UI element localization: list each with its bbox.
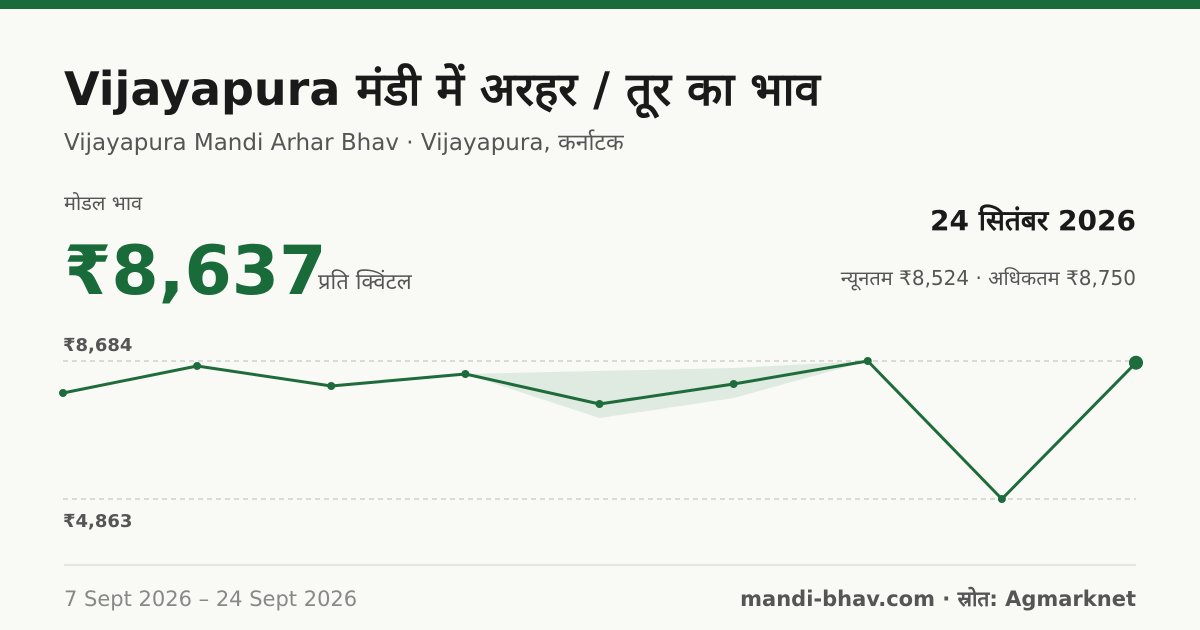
price-point: [193, 361, 202, 370]
subtitle: Vijayapura Mandi Arhar Bhav · Vijayapura…: [64, 129, 625, 156]
price-point: [595, 400, 604, 409]
price-point: [997, 495, 1006, 503]
price-point: [59, 388, 67, 397]
chart: ₹8,684 ₹4,863: [59, 335, 1143, 532]
footer-dates: 7 Sept 2026 – 24 Sept 2026: [64, 587, 357, 611]
y-tick-label: ₹8,684: [63, 335, 132, 356]
price-point: [729, 380, 738, 389]
price-range: न्यूनतम ₹8,524 · अधिकतम ₹8,750: [841, 266, 1136, 291]
top-bar: [0, 0, 1200, 9]
price-value: ₹8,637: [64, 232, 326, 311]
price-unit: प्रति क्विंटल: [318, 269, 413, 295]
y-tick-label: ₹4,863: [63, 511, 132, 532]
price-label: मोडल भाव: [64, 191, 143, 215]
price-point: [863, 357, 872, 365]
price-point: [461, 370, 470, 379]
price-date: 24 सितंबर 2026: [930, 204, 1136, 237]
price-point: [1129, 355, 1143, 370]
title: Vijayapura मंडी में अरहर / तूर का भाव: [64, 62, 822, 119]
range-band: [465, 361, 868, 418]
price-point: [327, 381, 336, 390]
footer-source: mandi-bhav.com · स्रोत: Agmarknet: [740, 586, 1136, 611]
